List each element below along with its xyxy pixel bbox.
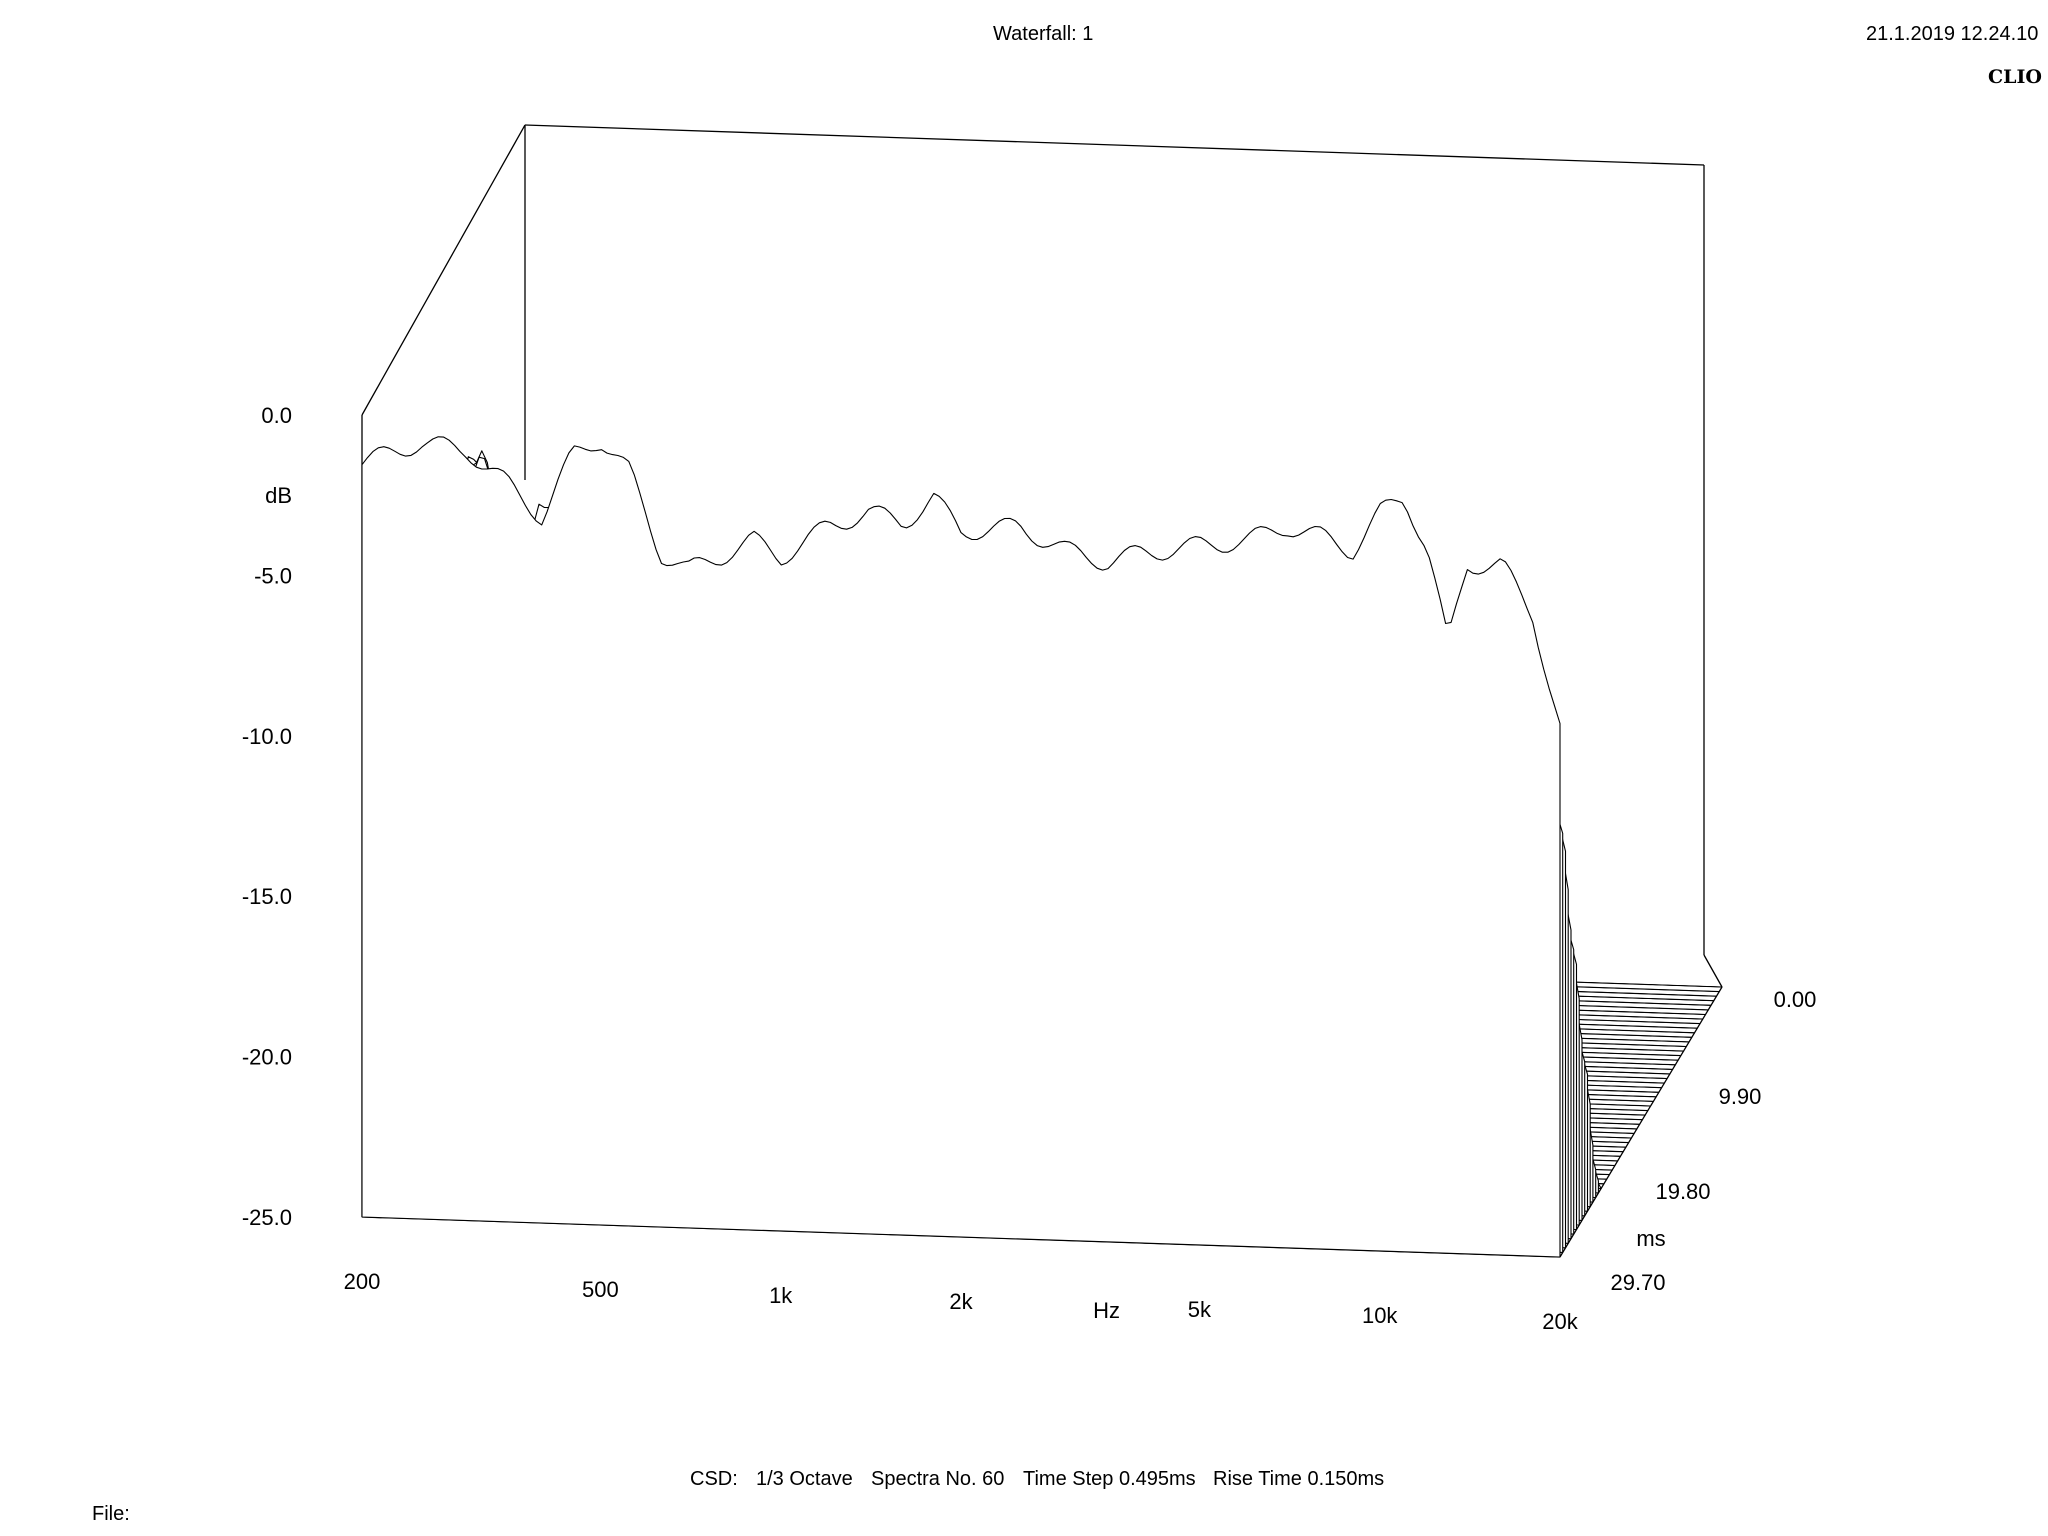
z-tick-label: 9.90 [1719,1084,1762,1109]
x-axis-label: Hz [1093,1298,1120,1323]
z-axis-label: ms [1636,1226,1665,1251]
x-tick-label: 200 [344,1269,381,1294]
datetime-stamp: 21.1.2019 12.24.10 [1866,23,2039,45]
x-tick-label: 10k [1362,1303,1398,1328]
chart-title: Waterfall: 1 [993,23,1094,45]
x-tick-label: 5k [1188,1297,1212,1322]
x-tick-label: 1k [769,1283,793,1308]
file-label: File: [92,1503,130,1525]
x-tick-label: 20k [1542,1309,1578,1334]
footer-smoothing: 1/3 Octave [756,1468,853,1490]
y-tick-label: -25.0 [242,1205,292,1230]
x-tick-label: 2k [949,1289,973,1314]
z-tick-label: 29.70 [1610,1270,1665,1295]
z-tick-label: 0.00 [1774,987,1817,1012]
spectrum-slice [361,436,1561,1258]
y-tick-label: 0.0 [261,403,292,428]
footer-spectra-count: Spectra No. 60 [871,1468,1005,1490]
frame-top-left-diagonal [361,124,526,416]
frame-bottom-right-join [1703,954,1723,988]
frame-top-edge [524,124,1705,166]
y-tick-label: -20.0 [242,1045,292,1070]
y-tick-label: -15.0 [242,884,292,909]
z-tick-label: 19.80 [1655,1179,1710,1204]
spectra-slices [361,436,1723,1258]
floor-right-edge [1559,986,1723,1258]
axis-labels: 0.0 -5.0 -10.0 -15.0 -20.0 -25.0 dB 200 500 1k 2k 5… [242,403,1817,1334]
footer-type-label: CSD: [690,1468,738,1490]
footer-rise-time: Rise Time 0.150ms [1213,1468,1385,1490]
footer-time-step: Time Step 0.495ms [1023,1468,1196,1490]
x-tick-label: 500 [582,1277,619,1302]
y-tick-label: -10.0 [242,724,292,749]
y-axis-label: dB [265,483,292,508]
y-tick-label: -5.0 [254,563,292,588]
brand-logo: CLIO [1988,66,2042,88]
